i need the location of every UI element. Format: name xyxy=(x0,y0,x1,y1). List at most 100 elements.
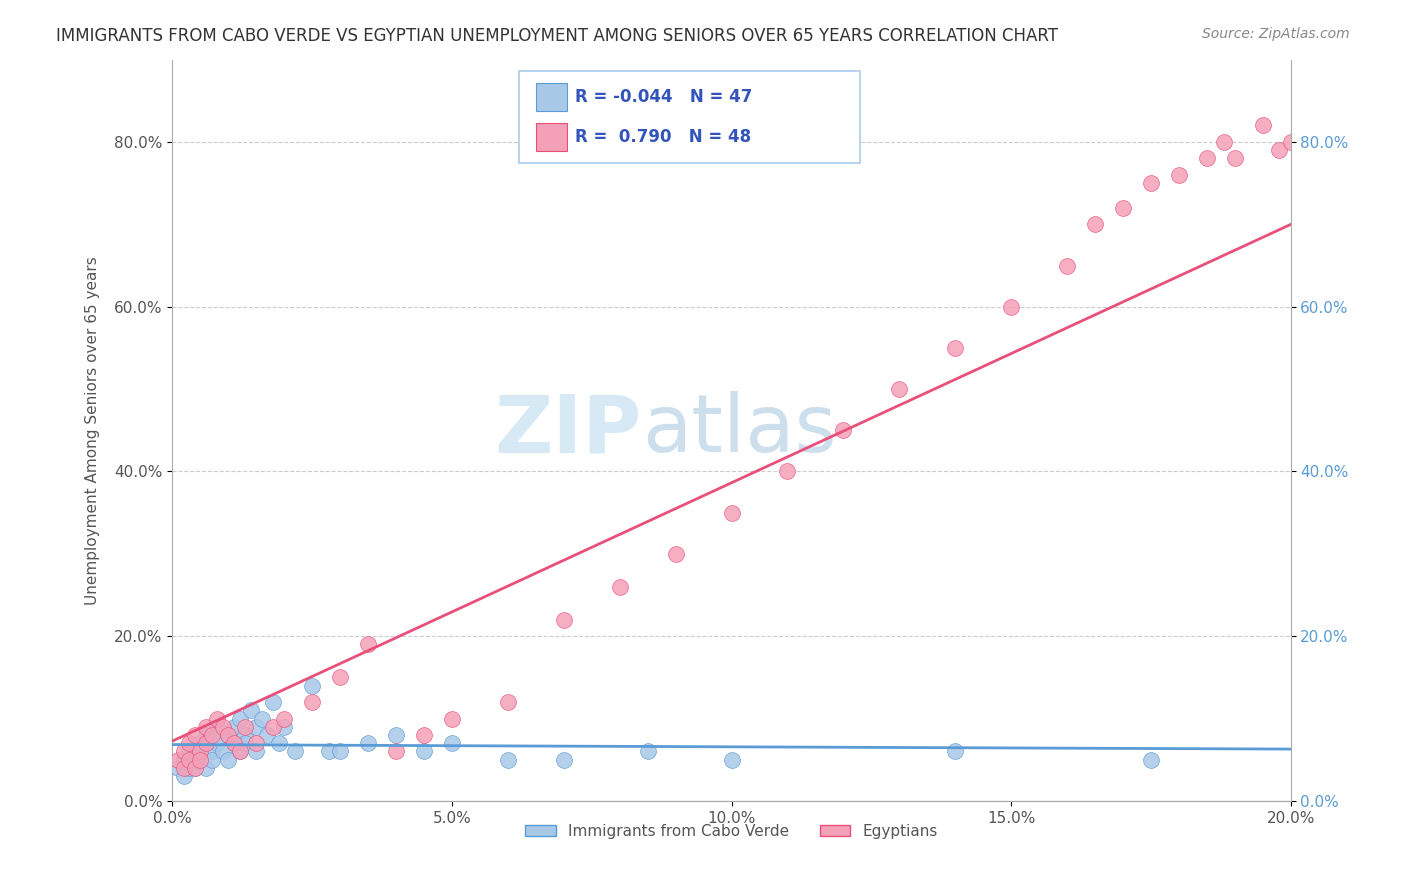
Point xyxy=(1195,152,1218,166)
Point xyxy=(1140,176,1163,190)
Point xyxy=(200,728,222,742)
Point xyxy=(222,736,245,750)
Y-axis label: Unemployment Among Seniors over 65 years: Unemployment Among Seniors over 65 years xyxy=(86,256,100,605)
Point xyxy=(184,753,207,767)
Point xyxy=(329,744,352,758)
Text: ZIP: ZIP xyxy=(495,392,643,469)
Point xyxy=(190,744,212,758)
Point xyxy=(776,465,799,479)
Point xyxy=(217,753,239,767)
Point xyxy=(256,728,278,742)
Point xyxy=(553,613,575,627)
Text: R =  0.790   N = 48: R = 0.790 N = 48 xyxy=(575,128,751,145)
Point xyxy=(200,753,222,767)
Point xyxy=(233,728,256,742)
Point xyxy=(173,753,195,767)
Point xyxy=(228,744,250,758)
Point xyxy=(609,580,631,594)
Point xyxy=(329,670,352,684)
Point xyxy=(273,720,295,734)
Text: IMMIGRANTS FROM CABO VERDE VS EGYPTIAN UNEMPLOYMENT AMONG SENIORS OVER 65 YEARS : IMMIGRANTS FROM CABO VERDE VS EGYPTIAN U… xyxy=(56,27,1059,45)
Point xyxy=(228,712,250,726)
Point xyxy=(217,728,239,742)
Point xyxy=(637,744,659,758)
Point xyxy=(440,736,463,750)
Point xyxy=(190,753,212,767)
Point xyxy=(1212,135,1234,149)
Point xyxy=(200,744,222,758)
Point xyxy=(194,720,217,734)
Point xyxy=(233,720,256,734)
Point xyxy=(245,744,267,758)
Point xyxy=(284,744,307,758)
Point xyxy=(179,753,201,767)
Point xyxy=(267,736,290,750)
Point xyxy=(413,728,436,742)
Point xyxy=(262,720,284,734)
Point xyxy=(205,712,228,726)
Point xyxy=(720,506,742,520)
Point xyxy=(1268,143,1291,157)
Point xyxy=(357,637,380,651)
Point xyxy=(1084,217,1107,231)
Point xyxy=(832,423,855,437)
Point xyxy=(184,761,207,775)
Point xyxy=(889,382,911,396)
Point xyxy=(222,720,245,734)
Point xyxy=(211,720,233,734)
Point xyxy=(190,744,212,758)
Point xyxy=(173,769,195,783)
Point xyxy=(179,736,201,750)
Point xyxy=(440,712,463,726)
Point xyxy=(184,728,207,742)
Point xyxy=(194,761,217,775)
Point xyxy=(1140,753,1163,767)
Point xyxy=(1056,259,1078,273)
Point xyxy=(250,712,273,726)
Point xyxy=(1223,152,1246,166)
Point xyxy=(245,720,267,734)
Point xyxy=(943,341,966,355)
Point xyxy=(357,736,380,750)
Text: Source: ZipAtlas.com: Source: ZipAtlas.com xyxy=(1202,27,1350,41)
Bar xyxy=(536,83,567,112)
Point xyxy=(211,744,233,758)
Point xyxy=(301,695,323,709)
Point xyxy=(190,753,212,767)
Point xyxy=(205,720,228,734)
Text: R = -0.044   N = 47: R = -0.044 N = 47 xyxy=(575,88,752,106)
Point xyxy=(228,744,250,758)
Point xyxy=(179,744,201,758)
Point xyxy=(222,736,245,750)
Point xyxy=(262,695,284,709)
Point xyxy=(1112,201,1135,215)
Legend: Immigrants from Cabo Verde, Egyptians: Immigrants from Cabo Verde, Egyptians xyxy=(519,818,943,845)
Point xyxy=(301,679,323,693)
Point xyxy=(167,761,190,775)
Point xyxy=(553,753,575,767)
Point xyxy=(239,703,262,717)
Point xyxy=(496,753,519,767)
Point xyxy=(179,761,201,775)
Text: atlas: atlas xyxy=(643,392,837,469)
Point xyxy=(1279,135,1302,149)
Point xyxy=(273,712,295,726)
Point xyxy=(1251,119,1274,133)
Point xyxy=(194,728,217,742)
Point xyxy=(496,695,519,709)
Point xyxy=(665,547,688,561)
Point xyxy=(385,728,408,742)
Point xyxy=(233,736,256,750)
Point xyxy=(205,736,228,750)
Point xyxy=(184,761,207,775)
Point xyxy=(318,744,340,758)
Point xyxy=(167,753,190,767)
Point xyxy=(173,761,195,775)
Point xyxy=(1000,300,1022,314)
Bar xyxy=(536,122,567,151)
Point xyxy=(245,736,267,750)
Point xyxy=(720,753,742,767)
Point xyxy=(194,736,217,750)
Point xyxy=(1167,168,1189,182)
Point xyxy=(413,744,436,758)
